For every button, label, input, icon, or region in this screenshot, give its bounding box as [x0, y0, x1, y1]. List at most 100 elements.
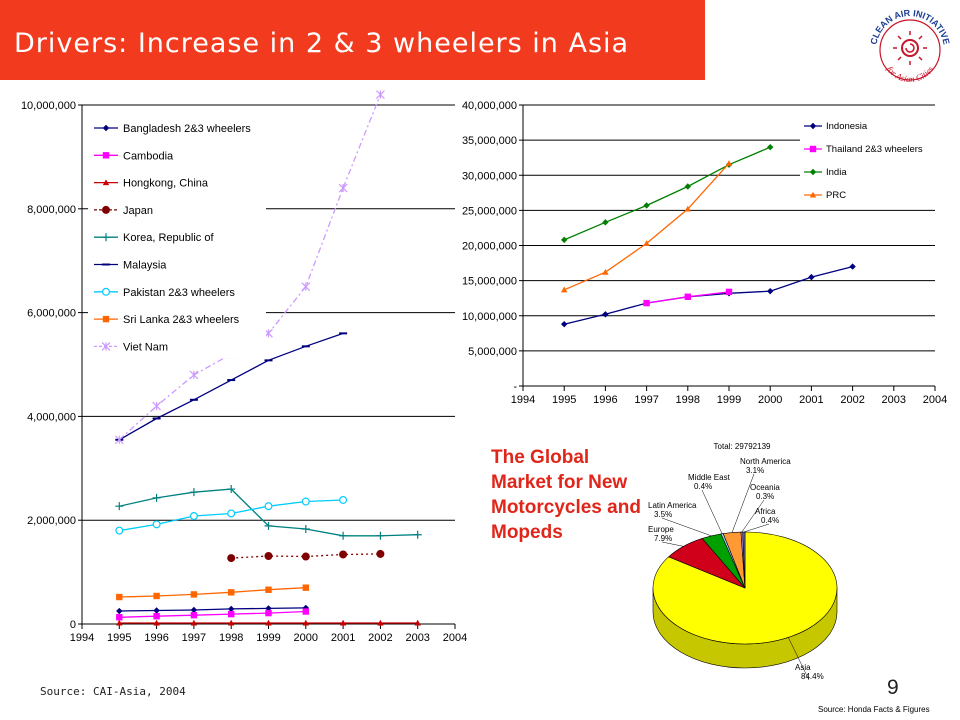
left-x-tick-label: 2003: [405, 632, 429, 644]
clean-air-initiative-logo: CLEAN AIR INITIATIVE for Asian Cities: [868, 8, 951, 84]
left-data-point: [338, 183, 348, 193]
right-x-tick-label: 2000: [758, 394, 782, 406]
right-data-point: [684, 205, 691, 212]
left-legend-label: Malaysia: [123, 260, 167, 272]
left-series-line: [119, 587, 306, 598]
left-legend-item: Bangladesh 2&3 wheelers: [94, 123, 251, 135]
right-data-point: [849, 263, 856, 270]
left-series-sri-lanka-2-3-wheelers: [116, 584, 309, 601]
right-data-point: [602, 268, 609, 275]
left-series-cambodia: [116, 608, 309, 621]
left-data-point: [264, 502, 273, 511]
left-x-tick-label: 1995: [107, 632, 131, 644]
right-data-point: [684, 293, 691, 300]
right-legend-label: PRC: [826, 190, 846, 201]
right-x-tick-label: 1995: [552, 394, 576, 406]
left-x-tick-label: 1997: [182, 632, 206, 644]
right-legend-item: Indonesia: [804, 121, 868, 132]
left-y-tick-label: 10,000,000: [21, 100, 76, 112]
right-y-tick-label: 35,000,000: [462, 135, 517, 147]
left-legend-label: Bangladesh 2&3 wheelers: [123, 123, 251, 135]
right-series-thailand-2-3-wheelers: [643, 288, 733, 307]
left-legend-item: Pakistan 2&3 wheelers: [94, 287, 235, 299]
left-series-line: [119, 610, 306, 618]
left-data-point: [190, 606, 198, 614]
left-legend-item: Korea, Republic of: [94, 232, 214, 244]
right-y-tick-label: 25,000,000: [462, 205, 517, 217]
left-data-point: [302, 608, 309, 615]
left-legend-label: Viet Nam: [123, 341, 168, 353]
right-y-tick-label: 30,000,000: [462, 170, 517, 182]
right-data-point: [602, 219, 609, 226]
left-data-point: [152, 401, 162, 411]
left-data-point: [301, 497, 310, 506]
left-data-point: [302, 584, 309, 591]
right-data-point: [767, 287, 774, 295]
left-series-japan: [227, 549, 385, 563]
pie-label-name: Asia: [795, 663, 811, 672]
left-data-point: [302, 619, 309, 626]
left-data-point: [190, 619, 198, 626]
left-data-point: [115, 502, 124, 511]
title-bar: Drivers: Increase in 2 & 3 wheelers in A…: [0, 0, 705, 80]
pie-label-name: Africa: [755, 507, 776, 516]
left-legend-label: Pakistan 2&3 wheelers: [123, 287, 235, 299]
pie-label-name: Europe: [648, 525, 674, 534]
left-y-tick-label: 0: [70, 619, 76, 631]
left-y-tick-label: 6,000,000: [27, 308, 76, 320]
left-data-point: [190, 611, 198, 619]
right-legend-label: Thailand 2&3 wheelers: [826, 144, 923, 155]
left-legend-item: Japan: [94, 205, 153, 217]
right-x-tick-label: 2001: [799, 394, 823, 406]
left-data-point: [115, 526, 124, 535]
left-series-line: [119, 607, 306, 612]
left-legend-item: Hongkong, China: [94, 178, 209, 190]
left-legend-label: Cambodia: [123, 150, 174, 162]
left-legend-label: Korea, Republic of: [123, 232, 214, 244]
right-x-tick-label: 1996: [593, 394, 617, 406]
left-data-point: [152, 520, 161, 529]
pie-label-pct: 3.5%: [654, 510, 672, 519]
left-data-point: [339, 531, 348, 540]
left-legend-item: Sri Lanka 2&3 wheelers: [94, 314, 240, 326]
right-legend: Indonesia Thailand 2&3 wheelers India PRC: [800, 115, 935, 207]
right-series-line: [563, 146, 771, 241]
right-x-tick-label: 2003: [882, 394, 906, 406]
left-data-point: [227, 509, 236, 518]
left-legend-marker: [102, 205, 110, 214]
right-data-point: [725, 288, 733, 296]
sun-icon: [893, 31, 927, 65]
left-legend-label: Japan: [123, 205, 153, 217]
left-data-point: [227, 554, 236, 563]
right-data-point: [643, 240, 650, 246]
left-data-point: [153, 607, 160, 614]
left-data-point: [375, 90, 385, 100]
right-legend-item: PRC: [804, 190, 846, 201]
right-y-tick-label: 15,000,000: [462, 276, 517, 288]
right-data-point: [684, 183, 691, 190]
pie-slice-africa: [742, 531, 746, 589]
left-data-point: [189, 370, 199, 380]
left-data-point: [116, 593, 123, 601]
left-data-point: [265, 605, 272, 612]
pie-leader-line: [701, 489, 723, 534]
left-legend-item: Malaysia: [94, 260, 167, 272]
right-data-point: [808, 273, 815, 281]
left-legend-marker: [102, 315, 110, 323]
left-data-point: [413, 530, 422, 539]
left-data-point: [153, 613, 160, 620]
left-data-point: [265, 609, 272, 617]
right-data-point: [602, 311, 609, 318]
left-series-hongkong-china: [116, 619, 421, 626]
right-x-tick-label: 1998: [676, 394, 700, 406]
left-data-point: [228, 605, 235, 613]
left-data-point: [301, 525, 310, 534]
page-number: 9: [887, 676, 899, 699]
